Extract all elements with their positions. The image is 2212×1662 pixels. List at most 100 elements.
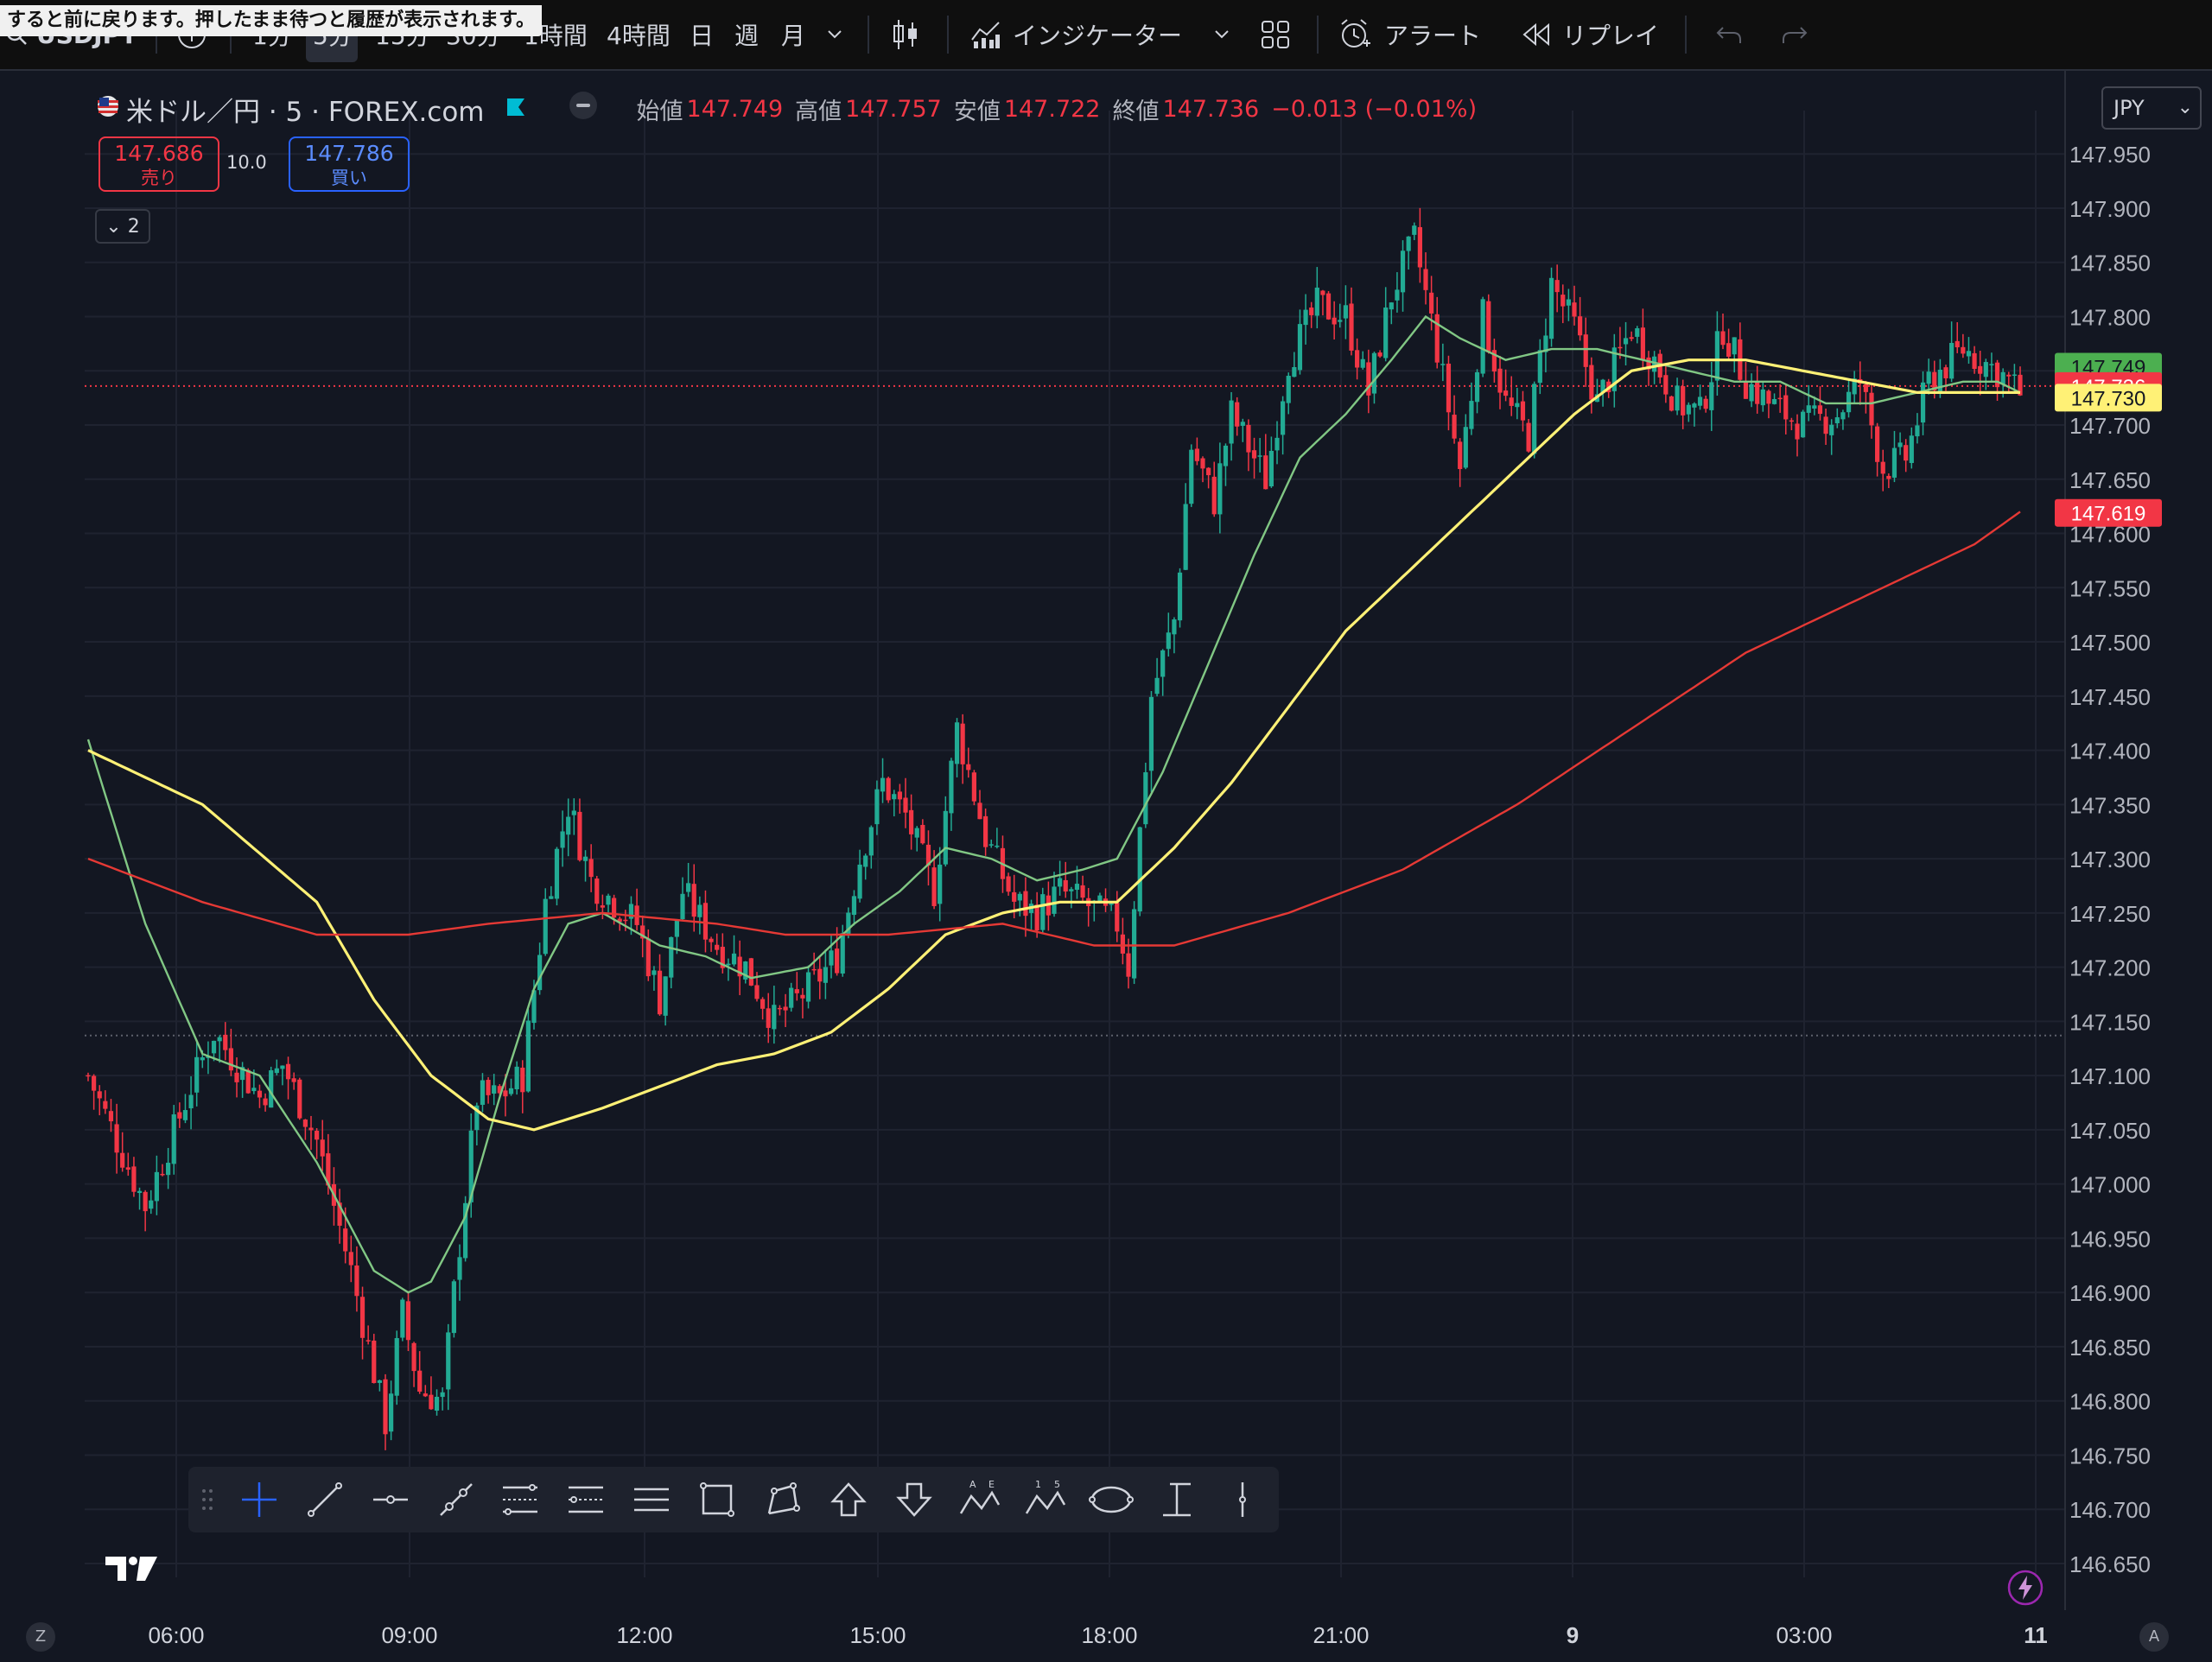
undo-button[interactable] bbox=[1714, 0, 1744, 69]
info-line-icon[interactable] bbox=[432, 1475, 480, 1524]
candle-body bbox=[365, 1340, 371, 1342]
indicator-collapse-button[interactable]: ⌄ 2 bbox=[95, 209, 150, 244]
candle-body bbox=[960, 723, 965, 764]
candle-body bbox=[1503, 390, 1509, 396]
currency-select[interactable]: JPY ⌄ bbox=[2101, 86, 2202, 130]
candle-body bbox=[1160, 650, 1166, 677]
timeframe-day[interactable]: 日 bbox=[690, 0, 714, 69]
candle-body bbox=[1274, 437, 1280, 451]
trend-line-icon[interactable] bbox=[301, 1475, 349, 1524]
y-tick-label: 147.550 bbox=[2069, 575, 2151, 601]
candle-body bbox=[1675, 385, 1680, 411]
candle-body bbox=[1417, 226, 1422, 268]
replay-button[interactable]: リプレイ bbox=[1521, 0, 1659, 69]
candle-body bbox=[223, 1034, 228, 1050]
timeframe-week[interactable]: 週 bbox=[734, 0, 759, 69]
symbol-title[interactable]: 米ドル／円 · 5 · FOREX.com bbox=[126, 96, 485, 128]
horizontal-lines-icon[interactable] bbox=[627, 1475, 676, 1524]
candle-body bbox=[1961, 346, 1966, 354]
y-tick-label: 147.050 bbox=[2069, 1118, 2151, 1144]
candle-body bbox=[1012, 891, 1017, 902]
alert-button[interactable]: アラート bbox=[1338, 0, 1481, 69]
timeframe-4h[interactable]: 4時間 bbox=[607, 0, 671, 69]
price-chart[interactable]: 147.950147.900147.850147.800147.750147.7… bbox=[0, 71, 2212, 1662]
candle-body bbox=[1583, 334, 1588, 367]
candle-body bbox=[657, 970, 663, 1015]
minus-circle-icon[interactable] bbox=[568, 90, 599, 128]
indicators-button[interactable]: インジケーター bbox=[969, 0, 1182, 69]
layouts-button[interactable] bbox=[1260, 0, 1291, 69]
candle-body bbox=[566, 816, 571, 835]
chevron-down-icon bbox=[1213, 29, 1230, 41]
auto-scale-button[interactable]: A bbox=[2139, 1622, 2169, 1652]
candle-body bbox=[1817, 405, 1823, 415]
candle-body bbox=[1332, 317, 1337, 325]
candle-body bbox=[1154, 677, 1160, 695]
timeframe-month[interactable]: 月 bbox=[781, 0, 805, 69]
y-tick-label: 146.950 bbox=[2069, 1226, 2151, 1252]
candle-body bbox=[1320, 290, 1325, 295]
ellipse-icon[interactable] bbox=[1087, 1475, 1135, 1524]
horizontal-ray-icon[interactable] bbox=[366, 1475, 415, 1524]
polyline-icon[interactable] bbox=[759, 1475, 807, 1524]
price-range-icon[interactable] bbox=[1153, 1475, 1201, 1524]
candle-body bbox=[508, 1088, 514, 1094]
vertical-line-icon[interactable] bbox=[1218, 1475, 1267, 1524]
candle-body bbox=[302, 1120, 308, 1127]
candle-body bbox=[617, 918, 622, 923]
candle-body bbox=[709, 938, 714, 942]
zoom-button[interactable]: Z bbox=[26, 1622, 55, 1652]
candle-body bbox=[1520, 401, 1526, 421]
candle-body bbox=[405, 1301, 411, 1341]
candle-body bbox=[628, 904, 634, 919]
flag-marker-icon bbox=[505, 94, 526, 124]
candle-body bbox=[1058, 878, 1063, 887]
toolbar-divider bbox=[1317, 16, 1319, 54]
candle-body bbox=[417, 1370, 423, 1392]
arrow-down-icon[interactable] bbox=[890, 1475, 938, 1524]
indicators-dropdown[interactable] bbox=[1213, 0, 1230, 69]
regression-trend-icon[interactable] bbox=[562, 1475, 610, 1524]
candle-body bbox=[702, 903, 709, 940]
candle-body bbox=[1446, 363, 1452, 413]
candle-body bbox=[1235, 402, 1240, 427]
candle-body bbox=[1983, 362, 1988, 377]
indicators-label: インジケーター bbox=[1013, 22, 1183, 50]
chart-type-button[interactable] bbox=[890, 0, 921, 69]
candle-body bbox=[674, 920, 679, 937]
candle-body bbox=[577, 811, 582, 860]
y-tick-label: 146.900 bbox=[2069, 1280, 2151, 1306]
candle-body bbox=[623, 919, 628, 922]
sell-button[interactable]: 147.686 売り bbox=[99, 136, 219, 192]
redo-button[interactable] bbox=[1780, 0, 1809, 69]
candle-body bbox=[1463, 427, 1468, 468]
candle-body bbox=[354, 1266, 359, 1297]
parallel-channel-icon[interactable] bbox=[496, 1475, 544, 1524]
lightning-icon[interactable] bbox=[2006, 1569, 2044, 1610]
candle-body bbox=[846, 912, 851, 936]
candle-body bbox=[211, 1040, 217, 1054]
arrow-up-icon[interactable] bbox=[824, 1475, 873, 1524]
drag-handle-icon[interactable] bbox=[195, 1475, 219, 1524]
candle-body bbox=[1840, 412, 1846, 420]
candle-body bbox=[125, 1167, 130, 1170]
candle-body bbox=[297, 1079, 302, 1119]
candle-body bbox=[783, 1006, 788, 1011]
rewind-icon bbox=[1521, 22, 1552, 48]
candle-body bbox=[154, 1171, 159, 1202]
candle-body bbox=[108, 1111, 114, 1122]
crosshair-icon[interactable] bbox=[235, 1475, 283, 1524]
buy-button[interactable]: 147.786 買い bbox=[289, 136, 410, 192]
svg-text:5: 5 bbox=[1054, 1479, 1060, 1490]
timeframe-dropdown[interactable] bbox=[826, 0, 843, 69]
candle-body bbox=[1966, 351, 1972, 357]
rectangle-icon[interactable] bbox=[693, 1475, 741, 1524]
candle-body bbox=[1909, 435, 1914, 463]
candle-body bbox=[1783, 395, 1789, 420]
candle-body bbox=[640, 925, 645, 939]
candle-body bbox=[97, 1091, 102, 1099]
candle-body bbox=[1640, 327, 1645, 360]
candle-body bbox=[1148, 696, 1154, 771]
